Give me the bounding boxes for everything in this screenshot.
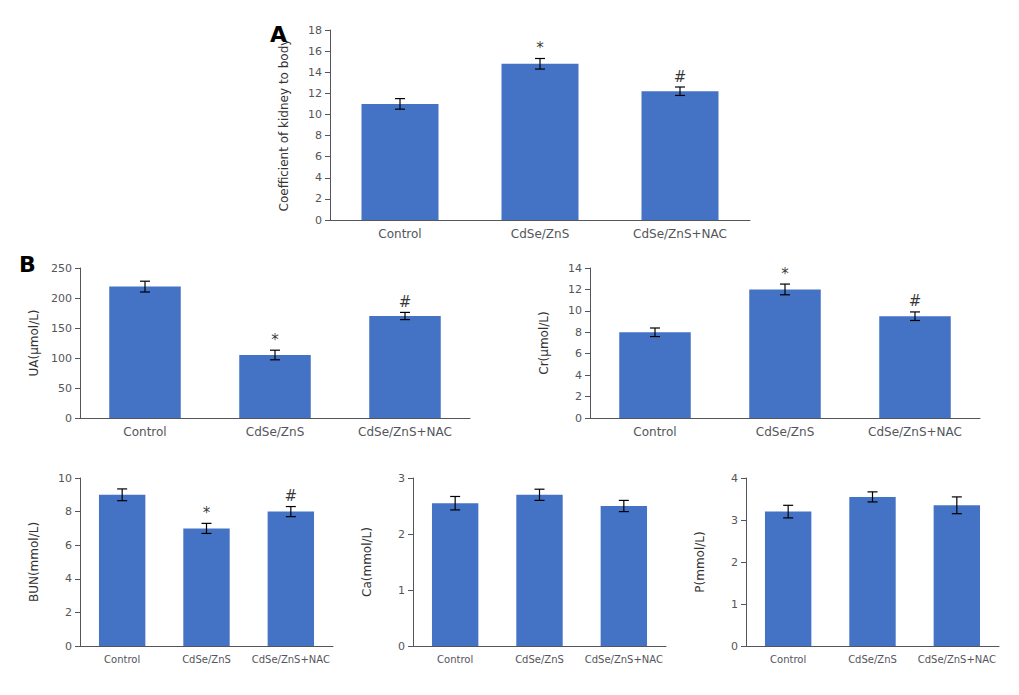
svg-text:16: 16	[308, 45, 322, 58]
svg-text:3: 3	[398, 472, 405, 485]
svg-text:Control: Control	[123, 425, 166, 439]
svg-text:*: *	[203, 504, 211, 522]
svg-text:6: 6	[65, 539, 72, 552]
svg-text:Coefficient of kidney to body: Coefficient of kidney to body	[277, 39, 291, 212]
svg-text:18: 18	[308, 24, 322, 37]
svg-text:14: 14	[568, 262, 582, 275]
svg-text:Control: Control	[437, 654, 473, 665]
svg-text:0: 0	[731, 640, 738, 653]
svg-text:CdSe/ZnS: CdSe/ZnS	[182, 654, 231, 665]
svg-text:CdSe/ZnS+NAC: CdSe/ZnS+NAC	[585, 654, 663, 665]
svg-text:12: 12	[568, 283, 582, 296]
svg-text:4: 4	[315, 171, 322, 184]
svg-text:CdSe/ZnS: CdSe/ZnS	[848, 654, 897, 665]
svg-text:10: 10	[568, 304, 582, 317]
svg-text:10: 10	[58, 472, 72, 485]
svg-text:150: 150	[51, 322, 72, 335]
svg-text:CdSe/ZnS: CdSe/ZnS	[511, 227, 569, 241]
svg-text:P(mmol/L): P(mmol/L)	[693, 531, 707, 592]
svg-text:#: #	[909, 292, 922, 310]
svg-text:8: 8	[575, 326, 582, 339]
svg-text:*: *	[271, 331, 279, 349]
svg-text:1: 1	[398, 584, 405, 597]
svg-text:12: 12	[308, 87, 322, 100]
svg-text:#: #	[285, 487, 298, 505]
svg-text:100: 100	[51, 352, 72, 365]
svg-text:4: 4	[65, 572, 72, 585]
svg-text:CdSe/ZnS+NAC: CdSe/ZnS+NAC	[918, 654, 996, 665]
svg-text:2: 2	[398, 528, 405, 541]
svg-text:2: 2	[315, 192, 322, 205]
svg-text:BUN(mmol/L): BUN(mmol/L)	[27, 522, 41, 602]
svg-text:8: 8	[65, 505, 72, 518]
svg-text:*: *	[536, 39, 544, 57]
svg-text:50: 50	[58, 382, 72, 395]
svg-text:10: 10	[308, 108, 322, 121]
svg-text:#: #	[674, 68, 687, 86]
svg-text:250: 250	[51, 262, 72, 275]
svg-text:CdSe/ZnS: CdSe/ZnS	[515, 654, 564, 665]
svg-text:3: 3	[731, 514, 738, 527]
svg-text:0: 0	[65, 412, 72, 425]
svg-text:Ca(mmol/L): Ca(mmol/L)	[360, 527, 374, 597]
svg-text:CdSe/ZnS: CdSe/ZnS	[246, 425, 304, 439]
svg-text:CdSe/ZnS+NAC: CdSe/ZnS+NAC	[252, 654, 330, 665]
svg-text:*: *	[781, 265, 789, 283]
svg-text:6: 6	[575, 347, 582, 360]
svg-text:Control: Control	[104, 654, 140, 665]
svg-text:0: 0	[575, 412, 582, 425]
svg-text:CdSe/ZnS: CdSe/ZnS	[756, 425, 814, 439]
svg-text:2: 2	[65, 606, 72, 619]
svg-text:Control: Control	[770, 654, 806, 665]
svg-text:2: 2	[731, 556, 738, 569]
svg-text:0: 0	[398, 640, 405, 653]
svg-text:#: #	[399, 293, 412, 311]
svg-text:0: 0	[65, 640, 72, 653]
svg-text:14: 14	[308, 66, 322, 79]
svg-text:CdSe/ZnS+NAC: CdSe/ZnS+NAC	[633, 227, 727, 241]
svg-text:CdSe/ZnS+NAC: CdSe/ZnS+NAC	[868, 425, 962, 439]
svg-text:0: 0	[315, 214, 322, 227]
svg-text:UA(μmol/L): UA(μmol/L)	[27, 309, 41, 376]
svg-text:6: 6	[315, 150, 322, 163]
svg-text:1: 1	[731, 598, 738, 611]
svg-text:Control: Control	[633, 425, 676, 439]
svg-text:4: 4	[731, 472, 738, 485]
svg-text:Cr(μmol/L): Cr(μmol/L)	[537, 311, 551, 374]
svg-text:4: 4	[575, 369, 582, 382]
svg-text:Control: Control	[378, 227, 421, 241]
svg-text:A: A	[270, 22, 287, 47]
svg-text:2: 2	[575, 390, 582, 403]
svg-text:B: B	[19, 252, 36, 277]
svg-text:200: 200	[51, 292, 72, 305]
svg-text:CdSe/ZnS+NAC: CdSe/ZnS+NAC	[358, 425, 452, 439]
svg-text:8: 8	[315, 129, 322, 142]
